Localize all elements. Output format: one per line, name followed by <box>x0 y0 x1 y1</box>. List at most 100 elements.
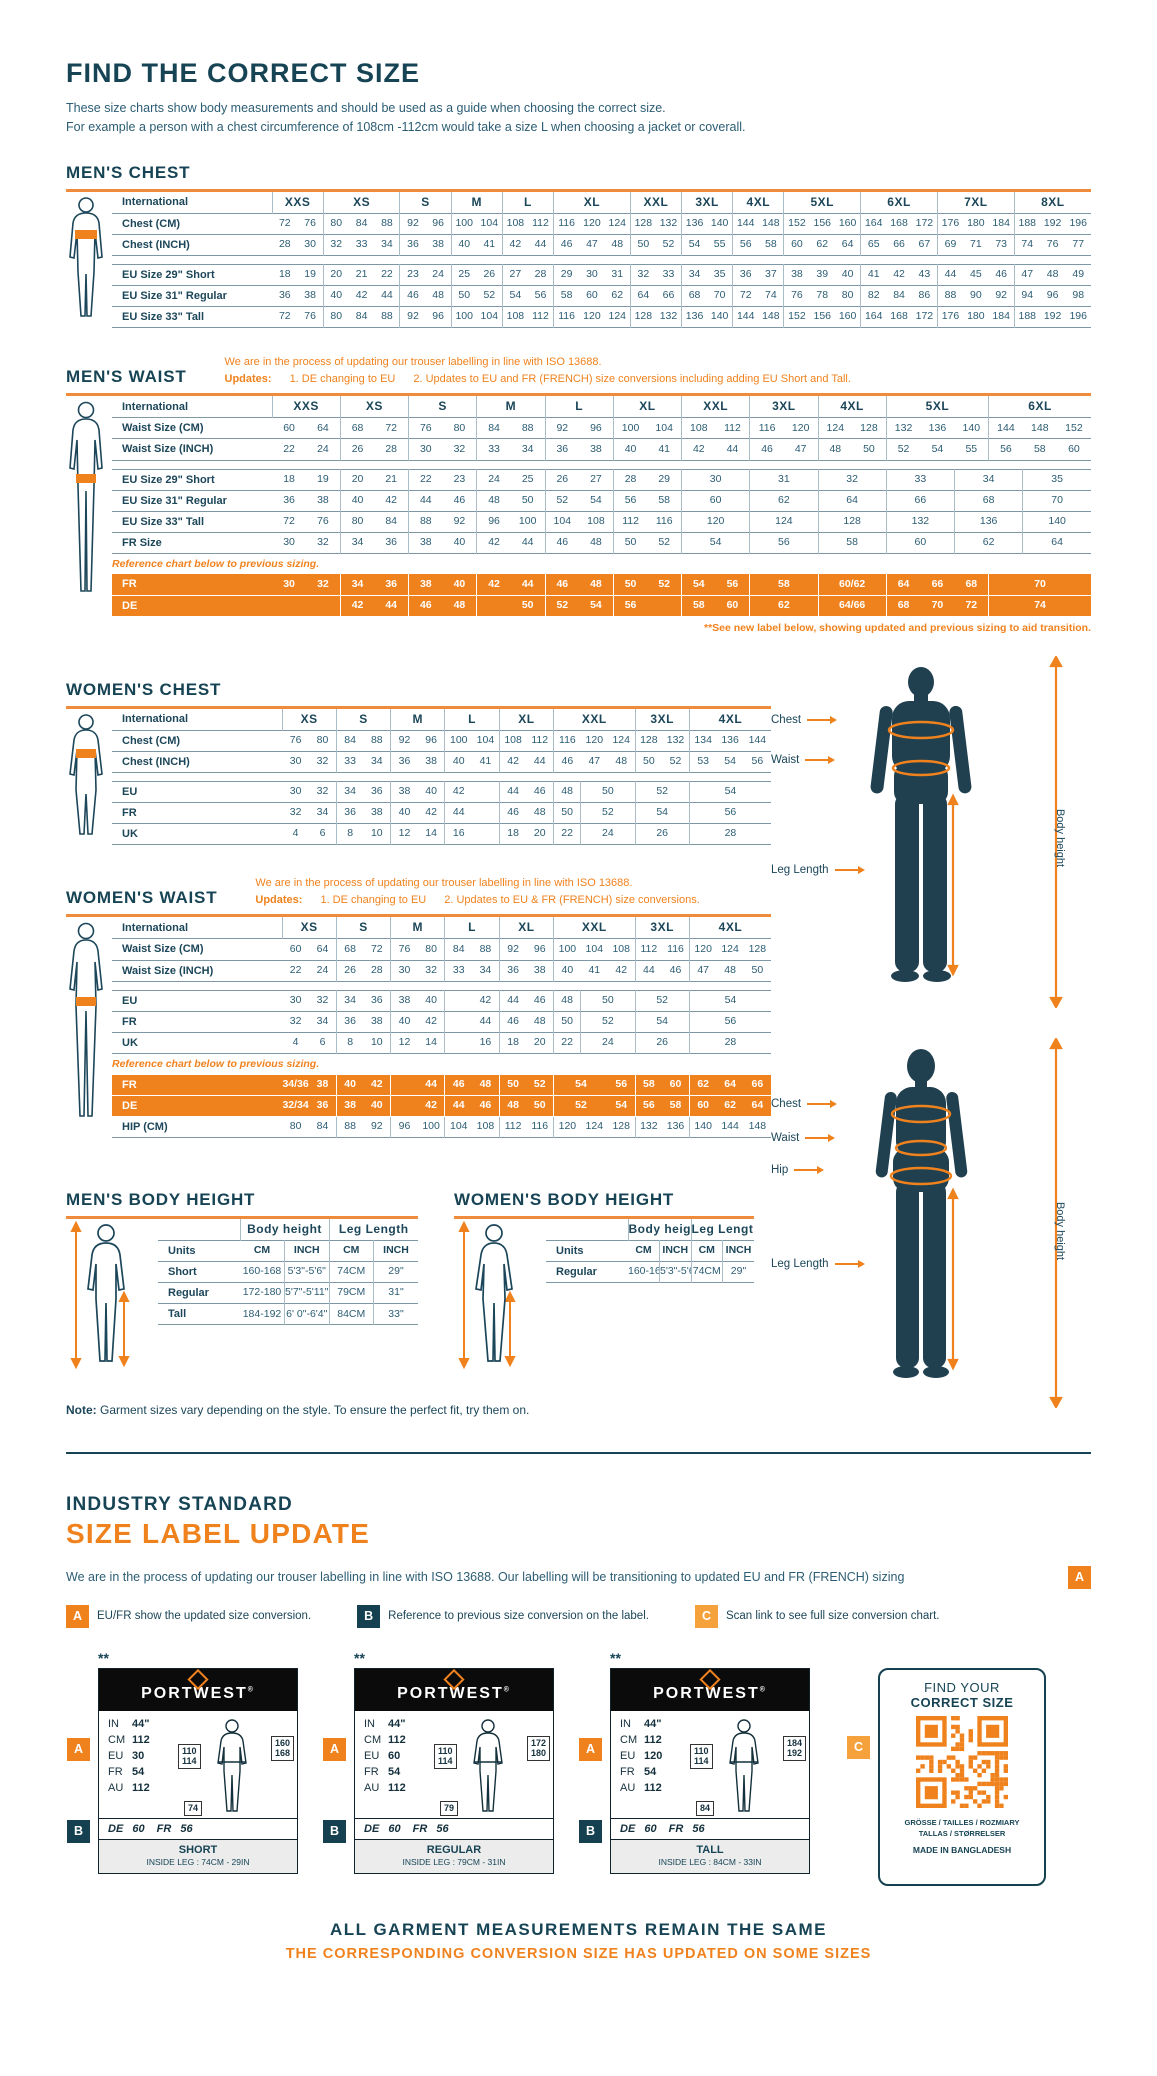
size-cell: 46 <box>553 751 581 773</box>
size-cell: 62 <box>953 532 1023 554</box>
size-cell: 60 <box>662 1074 690 1096</box>
size-row-eu: EU 30 <box>108 1749 145 1762</box>
mens-chest-heading-row: MEN'S CHEST <box>66 163 1091 183</box>
size-cell: 50 <box>553 802 581 824</box>
garment-label: PORTWEST® IN 44" CM 112 EU 30 FR 54 AU 112 <box>98 1667 298 1874</box>
size-cell: 108 <box>501 213 528 235</box>
body-height-row: MEN'S BODY HEIGHT <box>66 1164 771 1369</box>
size-cell: 88 <box>370 734 383 747</box>
size-cell: 108 <box>501 306 528 328</box>
label-cards-row: ** A B PORTWEST® IN 44" CM 112 EU 30 FR 54 <box>66 1650 1091 1886</box>
size-cell: 50 <box>580 781 636 803</box>
size-cell: 30 <box>407 438 443 461</box>
badge-c: C <box>694 1604 718 1628</box>
portwest-logo: PORTWEST® <box>141 1685 255 1703</box>
footer-line-2: THE CORRESPONDING CONVERSION SIZE HAS UP… <box>285 1945 872 1962</box>
intro-line-1: These size charts show body measurements… <box>66 101 666 115</box>
size-group-header: 7XL <box>936 191 1015 214</box>
size-cell: 48 <box>553 990 581 1012</box>
garment-note: Note: Garment sizes vary depending on th… <box>66 1403 771 1417</box>
label-body: IN 44" CM 112 EU 120 FR 54 AU 112 <box>611 1711 809 1818</box>
badge-b: B <box>323 1819 346 1843</box>
legend-item-c: C Scan link to see full size conversion c… <box>694 1604 939 1628</box>
row-label: EU <box>122 994 138 1007</box>
size-cell: 112 <box>724 421 741 434</box>
size-group-header: XS <box>322 191 400 214</box>
size-cell: 46 <box>407 595 443 617</box>
hip-label: Hip <box>771 1163 789 1176</box>
size-cell: 62 <box>611 289 624 302</box>
size-cell: 36 <box>335 1011 364 1033</box>
size-cell <box>647 595 682 617</box>
row-label: Units <box>168 1244 196 1257</box>
garment-label: PORTWEST® IN 44" CM 112 EU 120 FR 54 AU 112 <box>610 1667 810 1874</box>
label-figure: 110 114 172 180 79 <box>434 1718 550 1816</box>
size-cell: 58 <box>680 595 716 617</box>
female-waist-silhouette-icon <box>69 922 103 1118</box>
size-cell: 136 <box>721 734 739 747</box>
size-cell: 44 <box>479 1015 492 1028</box>
intro-line-2: For example a person with a chest circum… <box>66 119 746 134</box>
size-group-header: XXS <box>271 396 341 418</box>
size-cell: 40 <box>335 1074 364 1096</box>
size-cell: 50 <box>612 532 648 554</box>
size-cell: 92 <box>498 938 527 961</box>
womens-waist-heading-row: WOMEN'S WAIST We are in the process of u… <box>66 875 771 908</box>
size-cell: 39 <box>816 268 829 281</box>
qr-code <box>916 1715 1008 1808</box>
size-cell: 38 <box>317 493 329 506</box>
size-cell: 38 <box>370 806 383 819</box>
size-cell: 5'3"-5'6" <box>284 1261 329 1283</box>
row-label: Waist Size (INCH) <box>122 964 214 977</box>
size-cell: 112 <box>531 734 549 747</box>
size-group-header: XL <box>498 917 554 939</box>
womens-body-height-section: WOMEN'S BODY HEIGHT <box>454 1164 754 1369</box>
arrow-right-icon <box>805 755 836 765</box>
size-cell: 60 <box>680 490 750 512</box>
portwest-logo: PORTWEST® <box>653 1685 767 1703</box>
size-cell: 64 <box>629 285 656 307</box>
female-measurement-figure: Chest Waist Hip Leg Length Body height <box>771 1036 1091 1426</box>
size-cell: 58 <box>658 493 671 506</box>
size-cell: 28 <box>688 823 771 845</box>
size-cell: 132 <box>885 417 921 439</box>
size-cell: 53 <box>688 751 717 773</box>
row-label: Chest (INCH) <box>122 238 190 251</box>
size-cell: 22 <box>289 963 302 976</box>
row-label: FRB <box>112 574 272 596</box>
updates-label: Updates: <box>255 893 303 906</box>
size-cell: 24 <box>580 1032 636 1054</box>
size-cell: 23 <box>453 472 466 485</box>
waist-label-row: Waist <box>771 754 836 766</box>
row-label: HIP (CM) <box>122 1120 168 1133</box>
size-cell: 112 <box>498 1116 527 1138</box>
size-cell: 24 <box>432 268 444 281</box>
size-group-header: S <box>335 917 391 939</box>
size-cell: INCH <box>373 1240 418 1262</box>
size-cell: 50 <box>634 751 663 773</box>
womens-chest-table: International XS S M L XL XXL 3XL 4XL Chest (CM) 7… <box>112 708 771 846</box>
size-cell: 66 <box>743 1074 771 1096</box>
size-cell: 25 <box>450 264 477 286</box>
size-cell: 54 <box>680 574 716 596</box>
size-cell: 192 <box>1043 216 1062 229</box>
size-cell: 34 <box>953 469 1023 491</box>
left-column: WOMEN'S CHEST International XS S M L XL XXL 3XL… <box>66 644 771 1426</box>
previous-size-row: DE 60 FR 56 <box>355 1817 553 1839</box>
size-cell: CM <box>328 1240 374 1262</box>
size-cell: 84 <box>444 938 473 961</box>
update-item-2: 2. Updates to EU & FR (FRENCH) size conv… <box>444 893 700 906</box>
size-cell: 36 <box>370 993 383 1006</box>
size-cell: 82 <box>860 285 887 307</box>
size-cell: 116 <box>655 514 673 527</box>
female-model-image <box>875 1048 968 1378</box>
size-cell: 40 <box>453 536 466 549</box>
section-divider <box>66 1451 1091 1454</box>
size-group-header: 5XL <box>783 191 861 214</box>
size-cell: 46 <box>544 574 580 596</box>
size-group-header: S <box>335 708 391 731</box>
size-cell: 38 <box>533 963 546 976</box>
size-cell: 168 <box>890 216 908 229</box>
registered-mark: ® <box>503 1686 511 1694</box>
size-group-header: S <box>399 191 452 214</box>
